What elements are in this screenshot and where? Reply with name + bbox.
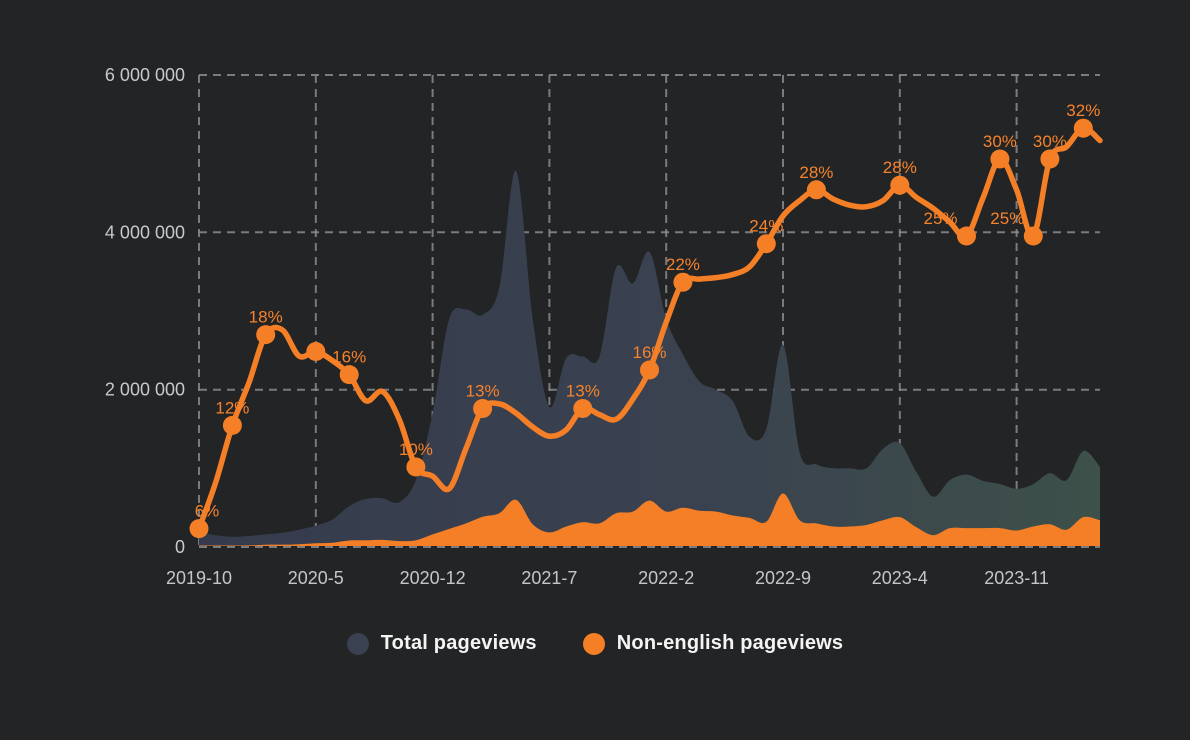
percent-marker[interactable] — [1023, 226, 1043, 246]
percent-marker[interactable] — [406, 457, 426, 477]
y-tick-label: 4 000 000 — [105, 222, 185, 242]
percent-label: 25% — [990, 209, 1024, 228]
x-axis-labels: 2019-10 2020-5 2020-12 2021-7 2022-2 2022-9 20… — [166, 568, 1049, 588]
total-pageviews-path — [199, 170, 1100, 546]
percent-marker[interactable] — [1040, 149, 1060, 169]
percent-marker[interactable] — [640, 360, 659, 380]
legend: Total pageviews Non-english pageviews — [0, 632, 1190, 655]
percent-label: 10% — [399, 440, 433, 459]
percent-label: 13% — [466, 382, 500, 401]
legend-label-total-pageviews: Total pageviews — [380, 632, 537, 654]
percent-marker[interactable] — [957, 226, 976, 246]
percent-marker[interactable] — [1073, 118, 1093, 138]
percent-label: 30% — [983, 132, 1017, 151]
legend-item-total-pageviews[interactable]: Total pageviews — [346, 632, 537, 655]
percent-marker[interactable] — [673, 272, 693, 292]
percent-label: 25% — [923, 209, 957, 228]
x-tick-label: 2023-4 — [872, 568, 928, 588]
percent-marker[interactable] — [573, 399, 593, 418]
total-pageviews-area — [199, 170, 1100, 546]
percent-marker[interactable] — [339, 365, 359, 385]
percent-marker[interactable] — [990, 149, 1010, 169]
percent-label: 28% — [883, 158, 917, 177]
percent-label: 30% — [1033, 132, 1067, 151]
percent-markers — [189, 118, 1093, 539]
percent-label: 28% — [799, 163, 833, 182]
percent-label: 12% — [215, 398, 249, 417]
y-axis-labels: 0 2 000 000 4 000 000 6 000 000 — [105, 65, 185, 557]
percent-marker[interactable] — [473, 399, 493, 418]
legend-item-nonenglish-pageviews[interactable]: Non-english pageviews — [582, 632, 844, 655]
y-tick-label: 2 000 000 — [105, 380, 185, 400]
total-pageviews-dot-icon — [346, 632, 369, 655]
percent-label: 16% — [632, 343, 666, 362]
percent-label: 16% — [332, 348, 366, 367]
percent-label: 6% — [195, 502, 220, 521]
percent-label: 32% — [1066, 101, 1100, 120]
y-tick-label: 0 — [175, 537, 185, 557]
nonenglish-pageviews-dot-icon — [582, 632, 605, 655]
percent-marker[interactable] — [806, 180, 826, 200]
percent-label: 13% — [566, 382, 600, 401]
legend-label-nonenglish-pageviews: Non-english pageviews — [616, 632, 844, 654]
x-tick-label: 2019-10 — [166, 568, 232, 588]
x-tick-label: 2022-9 — [755, 568, 811, 588]
nonenglish-pageviews-area — [199, 493, 1100, 546]
percent-labels: 6% 12% 18% 16% 10% 13% 13% 16% 22% 24% 28% 28% 25% 30… — [195, 101, 1101, 520]
percent-marker[interactable] — [256, 325, 276, 345]
percent-marker[interactable] — [890, 175, 910, 195]
percent-label: 22% — [666, 255, 700, 274]
percent-label: 24% — [749, 217, 783, 236]
nonenglish-pageviews-path — [199, 493, 1100, 546]
percent-marker[interactable] — [306, 342, 326, 361]
percent-marker[interactable] — [189, 519, 209, 539]
x-tick-label: 2020-12 — [400, 568, 466, 588]
x-tick-label: 2022-2 — [638, 568, 694, 588]
x-tick-label: 2023-11 — [984, 568, 1049, 588]
x-tick-label: 2020-5 — [288, 568, 344, 588]
percent-label: 18% — [249, 308, 283, 327]
percent-marker[interactable] — [756, 234, 776, 254]
percent-marker[interactable] — [222, 415, 242, 435]
x-tick-label: 2021-7 — [521, 568, 577, 588]
y-tick-label: 6 000 000 — [105, 65, 185, 85]
